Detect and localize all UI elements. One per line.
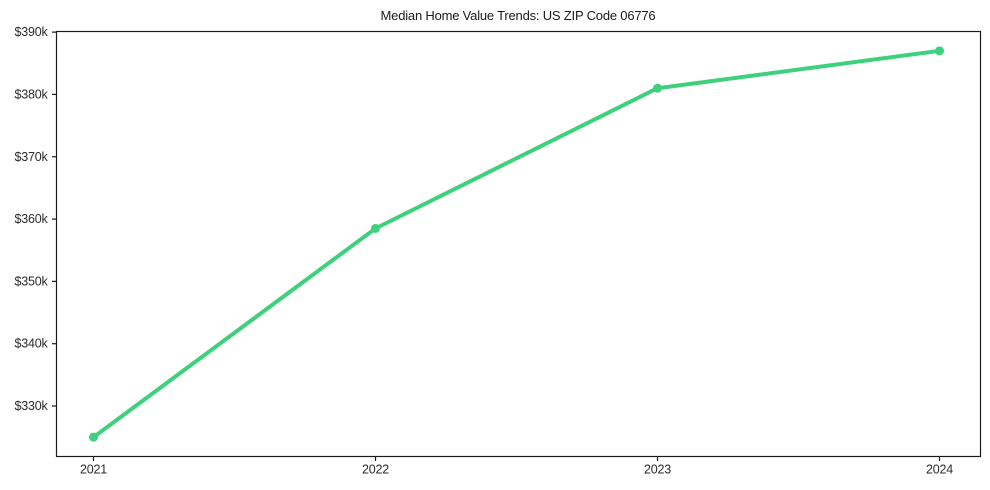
trend-line <box>91 48 942 440</box>
x-tick-label: 2022 <box>362 463 389 477</box>
data-point-2021 <box>89 432 98 442</box>
y-tick-label: $370k <box>14 150 48 164</box>
x-tick-label: 2024 <box>926 463 953 477</box>
data-point-2024 <box>935 46 944 56</box>
plot-frame <box>55 30 982 458</box>
chart-title: Median Home Value Trends: US ZIP Code 06… <box>380 8 656 23</box>
data-point-2023 <box>653 83 662 93</box>
x-tick-label: 2021 <box>80 463 107 477</box>
data-point-2022 <box>371 223 380 233</box>
y-tick-label: $360k <box>14 212 48 226</box>
x-tick-label: 2023 <box>644 463 671 477</box>
y-tick-label: $350k <box>14 274 48 288</box>
y-tick-label: $340k <box>14 337 48 351</box>
y-tick-label: $330k <box>14 399 48 413</box>
y-tick-label: $380k <box>14 87 48 101</box>
y-tick-label: $390k <box>14 25 48 39</box>
